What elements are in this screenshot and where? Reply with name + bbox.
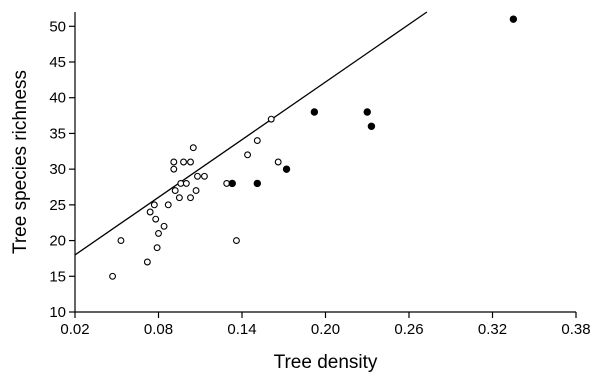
open-data-point (253, 137, 261, 145)
open-data-point (187, 194, 194, 202)
open-data-point (155, 229, 162, 237)
open-data-point (182, 179, 190, 187)
open-data-point (117, 237, 125, 245)
regression-line-group (74, 11, 428, 256)
filled-data-point (310, 108, 319, 116)
open-data-point (189, 144, 197, 152)
filled-data-point (282, 165, 291, 173)
open-data-point (244, 151, 252, 159)
y-tick-label: 30 (49, 161, 66, 178)
y-tick-label: 50 (49, 18, 66, 35)
open-data-point (171, 187, 179, 195)
y-axis-title: Tree species richness (10, 70, 31, 254)
y-tick-label: 40 (49, 90, 66, 107)
open-data-point (160, 222, 168, 230)
open-data-point (143, 258, 151, 266)
x-tick-label: 0.20 (311, 321, 340, 338)
filled-data-point (253, 179, 262, 188)
open-data-point (146, 208, 154, 216)
y-tick-label: 45 (49, 54, 66, 71)
y-tick-label: 25 (49, 197, 66, 214)
y-tick-label: 15 (49, 268, 66, 285)
filled-data-point (363, 108, 371, 116)
open-data-point (109, 272, 117, 280)
y-tick-label: 35 (49, 125, 66, 142)
x-axis-title: Tree density (274, 352, 378, 373)
open-data-point (150, 201, 158, 209)
regression-line (74, 11, 428, 256)
open-data-point (164, 201, 172, 209)
open-data-point (177, 179, 185, 187)
open-data-point (274, 158, 282, 166)
x-ticks: 0.02 0.08 0.14 0.20 0.26 0.32 0.38 (60, 312, 591, 338)
y-ticks: 10 15 20 25 30 35 40 45 50 (49, 18, 75, 321)
x-tick-label: 0.02 (60, 321, 89, 338)
filled-data-point (228, 179, 236, 188)
axes (74, 12, 576, 313)
open-data-point (194, 172, 201, 180)
x-tick-label: 0.14 (227, 321, 256, 338)
open-data-point (170, 165, 178, 173)
open-data-point (200, 172, 208, 180)
open-data-point (152, 215, 160, 223)
x-tick-label: 0.32 (478, 321, 507, 338)
open-data-point (267, 115, 275, 123)
filled-data-point (367, 122, 376, 130)
open-data-point (153, 244, 161, 252)
x-tick-label: 0.38 (561, 321, 590, 338)
x-tick-label: 0.08 (144, 321, 173, 338)
open-data-point (192, 187, 200, 195)
x-tick-label: 0.26 (394, 321, 423, 338)
open-data-point (170, 158, 178, 166)
y-tick-label: 10 (49, 304, 66, 321)
data-points (109, 15, 518, 280)
open-data-point (187, 158, 194, 166)
y-tick-label: 20 (49, 233, 66, 250)
open-data-point (175, 194, 183, 202)
open-data-point (180, 158, 188, 166)
open-data-point (232, 237, 240, 245)
filled-data-point (509, 15, 518, 23)
